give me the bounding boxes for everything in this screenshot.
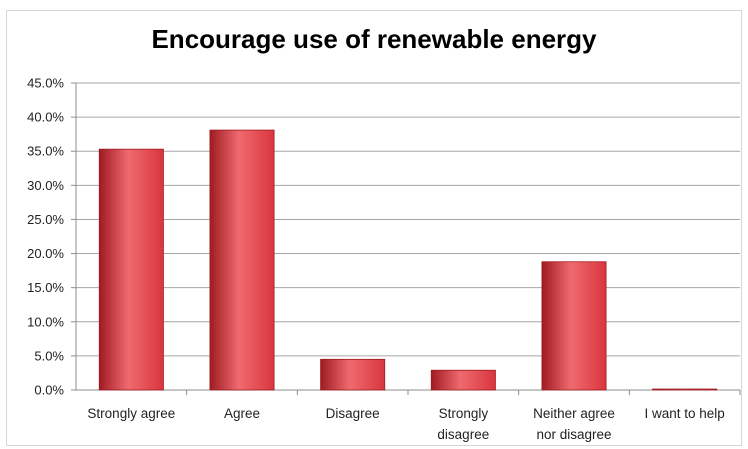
y-tick-label: 25.0% [27,212,64,227]
x-tick-label-line: I want to help [645,406,725,421]
x-tick-label: Neither agree nor disagree [533,406,615,442]
x-tick-label-line: Agree [224,406,260,421]
y-tick-label: 10.0% [27,314,64,329]
chart-title: Encourage use of renewable energy [151,24,597,54]
y-tick-labels: 0.0% 5.0% 10.0% 15.0% 20.0% 25.0% 30.0% 35.0% 40… [27,76,64,398]
x-tick-label-line: Neither agree [533,406,615,421]
bars [98,129,718,391]
x-tick-label: Disagree [326,406,380,421]
bar [541,261,607,391]
bar [98,148,164,391]
y-tick-label: 35.0% [27,144,64,159]
x-tick-label: I want to help [645,406,725,421]
x-tick-labels: Strongly agree Agree Disagree Strongly disag… [87,406,724,442]
y-tick-label: 20.0% [27,246,64,261]
x-tick-label: Agree [224,406,260,421]
bar [652,388,718,391]
y-tick-label: 40.0% [27,110,64,125]
x-tick-label-line: Strongly agree [87,406,175,421]
x-tick-label: Strongly agree [87,406,175,421]
y-tick-label: 0.0% [34,383,64,398]
x-tick-label: Strongly disagree [437,406,489,442]
x-tick-label-line: Strongly [439,406,489,421]
axes [71,82,741,395]
x-tick-label-line: Disagree [326,406,380,421]
bar [430,369,496,391]
y-tick-label: 30.0% [27,178,64,193]
bar [209,129,275,391]
x-tick-label-line: nor disagree [536,427,611,442]
gridlines [76,82,740,391]
bar [320,358,386,391]
y-tick-label: 15.0% [27,280,64,295]
y-tick-label: 5.0% [34,348,64,363]
x-tick-label-line: disagree [437,427,489,442]
y-tick-label: 45.0% [27,76,64,91]
